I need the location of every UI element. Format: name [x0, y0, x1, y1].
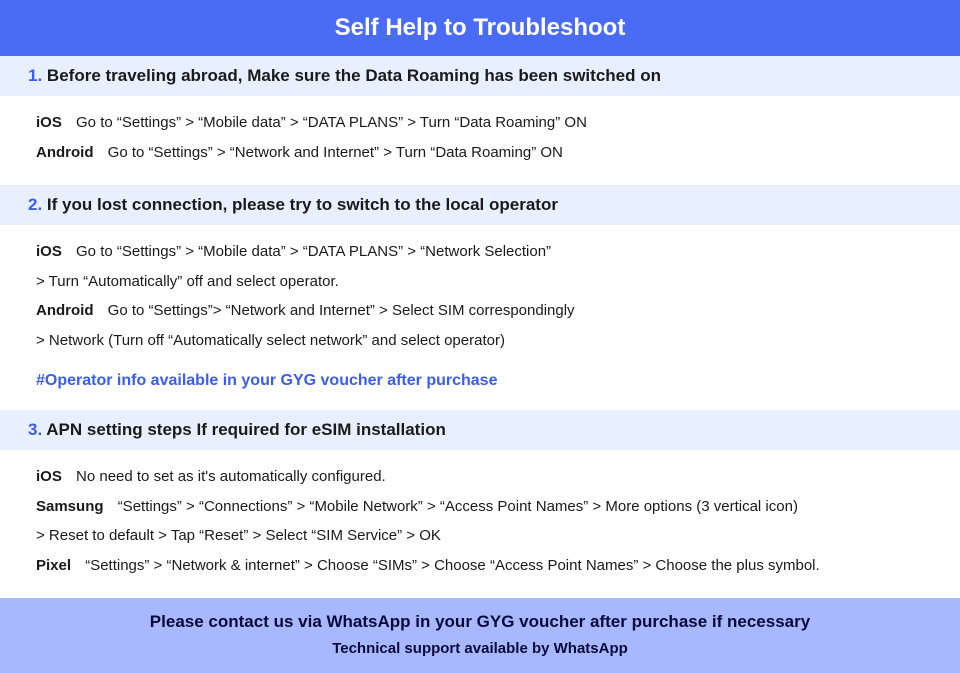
instruction-row: Android Go to “Settings”> “Network and I… [36, 298, 924, 324]
section-2-body: iOS Go to “Settings” > “Mobile data” > “… [0, 225, 960, 410]
section-rest: APN setting steps If required for eSIM i… [46, 420, 446, 439]
instruction-text: > Network (Turn off “Automatically selec… [36, 332, 505, 349]
platform-label: iOS [36, 114, 62, 131]
instruction-row: > Turn “Automatically” off and select op… [36, 269, 924, 295]
section-lead: Before traveling abroad, [47, 66, 243, 85]
instruction-row: Samsung “Settings” > “Connections” > “Mo… [36, 494, 924, 520]
footer: Please contact us via WhatsApp in your G… [0, 598, 960, 673]
instruction-text: “Settings” > “Connections” > “Mobile Net… [118, 498, 798, 515]
page-title: Self Help to Troubleshoot [335, 14, 626, 41]
instruction-text: “Settings” > “Network & internet” > Choo… [85, 557, 819, 574]
platform-label: Samsung [36, 498, 104, 515]
instruction-row: > Network (Turn off “Automatically selec… [36, 328, 924, 354]
instruction-text: Go to “Settings” > “Network and Internet… [108, 144, 563, 161]
section-rest: If you lost connection, please try to sw… [47, 195, 558, 214]
instruction-text: Go to “Settings”> “Network and Internet”… [108, 302, 575, 319]
platform-label: iOS [36, 243, 62, 260]
instruction-row: Android Go to “Settings” > “Network and … [36, 140, 924, 166]
page-header: Self Help to Troubleshoot [0, 0, 960, 56]
instruction-row: > Reset to default > Tap “Reset” > Selec… [36, 523, 924, 549]
platform-label: Android [36, 302, 94, 319]
instruction-text: > Reset to default > Tap “Reset” > Selec… [36, 527, 441, 544]
instruction-row: Pixel “Settings” > “Network & internet” … [36, 553, 924, 579]
instruction-text: > Turn “Automatically” off and select op… [36, 273, 339, 290]
section-number: 2. [28, 195, 42, 214]
footer-line-1: Please contact us via WhatsApp in your G… [0, 612, 960, 632]
platform-label: Android [36, 144, 94, 161]
section-1-body: iOS Go to “Settings” > “Mobile data” > “… [0, 96, 960, 185]
platform-label: iOS [36, 468, 62, 485]
instruction-row: iOS No need to set as it's automatically… [36, 464, 924, 490]
footer-line-2: Technical support available by WhatsApp [0, 640, 960, 657]
instruction-text: Go to “Settings” > “Mobile data” > “DATA… [76, 114, 587, 131]
instruction-text: No need to set as it's automatically con… [76, 468, 386, 485]
section-3-body: iOS No need to set as it's automatically… [0, 450, 960, 598]
platform-label: Pixel [36, 557, 71, 574]
section-number: 3. [28, 420, 42, 439]
section-number: 1. [28, 66, 42, 85]
instruction-row: iOS Go to “Settings” > “Mobile data” > “… [36, 239, 924, 265]
section-rest: Make sure the Data Roaming has been swit… [247, 66, 661, 85]
operator-note: #Operator info available in your GYG vou… [36, 367, 924, 394]
section-1-title: 1. Before traveling abroad, Make sure th… [0, 56, 960, 96]
section-2-title: 2. If you lost connection, please try to… [0, 185, 960, 225]
section-3-title: 3. APN setting steps If required for eSI… [0, 410, 960, 450]
instruction-text: Go to “Settings” > “Mobile data” > “DATA… [76, 243, 551, 260]
instruction-row: iOS Go to “Settings” > “Mobile data” > “… [36, 110, 924, 136]
